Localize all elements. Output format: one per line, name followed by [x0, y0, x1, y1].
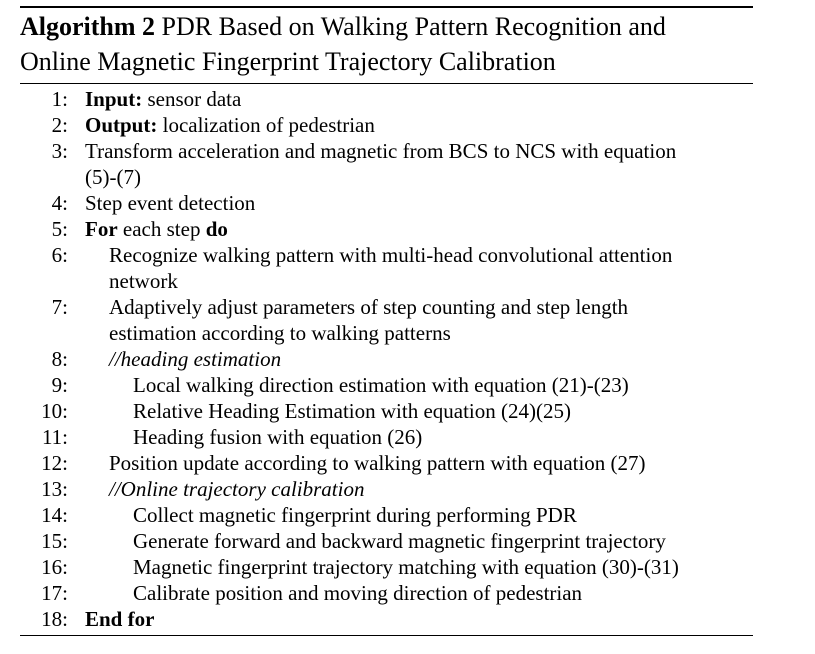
top-rule — [20, 6, 753, 8]
line-text: Recognize walking pattern with multi-hea… — [109, 243, 673, 267]
line-number: 14: — [41, 503, 68, 527]
middle-rule — [20, 83, 753, 84]
line-number: 7: — [51, 295, 68, 319]
line-text: Step event detection — [85, 191, 256, 215]
keyword-do: do — [205, 217, 228, 241]
line-number: 12: — [41, 451, 68, 475]
line-number: 15: — [41, 529, 68, 553]
algorithm-line-7: 7: Adaptively adjust parameters of step … — [20, 294, 753, 320]
line-text-continued: network — [109, 269, 178, 293]
algorithm-line-16: 16: Magnetic fingerprint trajectory matc… — [20, 554, 753, 580]
line-text: Calibrate position and moving direction … — [133, 581, 583, 605]
line-number: 16: — [41, 555, 68, 579]
algorithm-title-line1: PDR Based on Walking Pattern Recognition… — [161, 12, 666, 41]
line-text: Position update according to walking pat… — [109, 451, 646, 475]
algorithm-line-8: 8: //heading estimation — [20, 346, 753, 372]
algorithm-line-13: 13: //Online trajectory calibration — [20, 476, 753, 502]
algorithm-line-15: 15: Generate forward and backward magnet… — [20, 528, 753, 554]
keyword: Output: — [85, 113, 158, 137]
algorithm-caption: Algorithm 2 PDR Based on Walking Pattern… — [20, 9, 753, 79]
line-number: 10: — [41, 399, 68, 423]
line-number: 9: — [51, 373, 68, 397]
line-number: 1: — [51, 87, 68, 111]
line-text: Generate forward and backward magnetic f… — [133, 529, 666, 553]
algorithm-lines: 1: Input: sensor data 2: Output: localiz… — [20, 86, 753, 632]
algorithm-line-7-continued: estimation according to walking patterns — [20, 320, 753, 346]
keyword: For — [85, 217, 118, 241]
line-number: 17: — [41, 581, 68, 605]
algorithm-line-3: 3: Transform acceleration and magnetic f… — [20, 138, 753, 164]
line-number: 3: — [51, 139, 68, 163]
line-text: sensor data — [142, 87, 242, 111]
comment-text: //Online trajectory calibration — [109, 477, 365, 501]
keyword: Input: — [85, 87, 143, 111]
algorithm-line-1: 1: Input: sensor data — [20, 86, 753, 112]
line-text: Local walking direction estimation with … — [133, 373, 629, 397]
bottom-rule — [20, 635, 753, 636]
line-number: 18: — [41, 607, 68, 631]
line-number: 8: — [51, 347, 68, 371]
line-number: 11: — [41, 425, 68, 449]
keyword-end-for: End for — [85, 607, 155, 631]
line-text: Heading fusion with equation (26) — [133, 425, 423, 449]
line-text-continued: (5)-(7) — [85, 165, 141, 189]
algorithm-line-11: 11: Heading fusion with equation (26) — [20, 424, 753, 450]
algorithm-line-9: 9: Local walking direction estimation wi… — [20, 372, 753, 398]
algorithm-line-14: 14: Collect magnetic fingerprint during … — [20, 502, 753, 528]
algorithm-block: Algorithm 2 PDR Based on Walking Pattern… — [20, 6, 753, 636]
algorithm-line-2: 2: Output: localization of pedestrian — [20, 112, 753, 138]
comment-text: //heading estimation — [109, 347, 282, 371]
algorithm-line-5: 5: For each step do — [20, 216, 753, 242]
algorithm-label: Algorithm 2 — [20, 12, 156, 41]
algorithm-line-6: 6: Recognize walking pattern with multi-… — [20, 242, 753, 268]
algorithm-title-line2: Online Magnetic Fingerprint Trajectory C… — [20, 47, 556, 76]
algorithm-line-10: 10: Relative Heading Estimation with equ… — [20, 398, 753, 424]
line-number: 13: — [41, 477, 68, 501]
line-text: localization of pedestrian — [157, 113, 375, 137]
algorithm-line-6-continued: network — [20, 268, 753, 294]
line-text: Magnetic fingerprint trajectory matching… — [133, 555, 679, 579]
algorithm-line-4: 4: Step event detection — [20, 190, 753, 216]
line-number: 6: — [51, 243, 68, 267]
line-number: 4: — [51, 191, 68, 215]
line-text: Adaptively adjust parameters of step cou… — [109, 295, 629, 319]
algorithm-line-3-continued: (5)-(7) — [20, 164, 753, 190]
algorithm-line-12: 12: Position update according to walking… — [20, 450, 753, 476]
line-text: Transform acceleration and magnetic from… — [85, 139, 677, 163]
line-number: 2: — [51, 113, 68, 137]
line-number: 5: — [51, 217, 68, 241]
algorithm-line-18: 18: End for — [20, 606, 753, 632]
algorithm-line-17: 17: Calibrate position and moving direct… — [20, 580, 753, 606]
line-text: Collect magnetic fingerprint during perf… — [133, 503, 577, 527]
line-text-continued: estimation according to walking patterns — [109, 321, 451, 345]
line-text: each step — [117, 217, 206, 241]
line-text: Relative Heading Estimation with equatio… — [133, 399, 571, 423]
